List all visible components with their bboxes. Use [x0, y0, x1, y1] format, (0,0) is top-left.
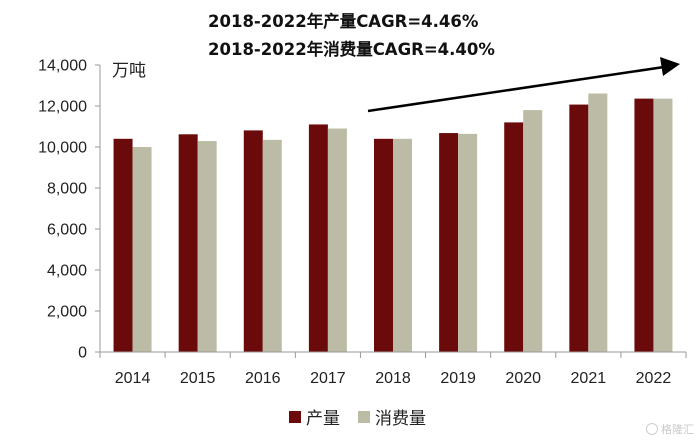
x-axis-ticks: 2014 2015 2016 2017 2018 2019 2020 2021 2022 [99, 352, 687, 387]
bar-production [178, 134, 198, 352]
bar-production [308, 124, 328, 352]
bar-production [634, 98, 654, 353]
bar-consumption [458, 133, 478, 352]
bar-consumption [197, 141, 217, 352]
trend-arrow-head [660, 57, 680, 76]
x-tick-label: 2020 [505, 370, 541, 387]
x-tick-label: 2022 [636, 370, 672, 387]
x-tick-label: 2014 [115, 370, 151, 387]
cagr-consumption-annotation: 2018-2022年消费量CAGR=4.40% [208, 40, 495, 59]
bar-consumption [588, 93, 608, 353]
y-axis-unit-label: 万吨 [112, 61, 146, 81]
y-tick-label: 10,000 [38, 140, 87, 157]
x-tick-label: 2015 [180, 370, 216, 387]
cagr-production-annotation: 2018-2022年产量CAGR=4.46% [208, 12, 479, 31]
legend-swatch-production [289, 410, 301, 423]
bar-production [569, 104, 589, 352]
legend-item-production: 产量 [289, 404, 340, 429]
bar-consumption [262, 139, 282, 352]
bar-consumption [653, 98, 673, 353]
x-tick-label: 2018 [375, 370, 411, 387]
y-tick-label: 12,000 [38, 99, 87, 116]
x-tick-label: 2017 [310, 370, 346, 387]
y-tick-label: 8,000 [47, 181, 87, 198]
legend: 产量 消费量 [289, 404, 444, 429]
x-tick-label: 2019 [440, 370, 476, 387]
y-tick-label: 14,000 [38, 58, 87, 75]
bar-consumption [523, 110, 543, 352]
watermark: 格隆汇 [646, 421, 694, 437]
x-tick-label: 2016 [245, 370, 281, 387]
legend-swatch-consumption [358, 410, 370, 423]
bars [113, 93, 673, 353]
bar-production [113, 138, 133, 352]
bar-consumption [393, 138, 412, 352]
y-tick-label: 0 [78, 345, 87, 362]
y-tick-label: 4,000 [47, 263, 87, 280]
y-tick-label: 6,000 [47, 222, 87, 239]
y-tick-label: 2,000 [47, 304, 87, 321]
bar-production [439, 133, 459, 352]
legend-label-consumption: 消费量 [375, 409, 426, 429]
trend-arrow-line [367, 65, 665, 113]
bar-production [243, 130, 263, 352]
legend-label-production: 产量 [306, 409, 340, 429]
legend-item-consumption: 消费量 [358, 404, 426, 429]
bar-production [504, 122, 524, 353]
bar-consumption [327, 128, 347, 352]
trend-arrow [367, 57, 680, 113]
watermark-text: 格隆汇 [661, 423, 694, 436]
watermark-logo-icon [646, 423, 658, 435]
bar-consumption [132, 147, 152, 352]
y-axis-ticks: 0 2,000 4,000 6,000 8,000 10,000 12,000 14,000 [38, 58, 100, 362]
x-tick-label: 2021 [571, 370, 607, 387]
bar-production [374, 138, 393, 352]
